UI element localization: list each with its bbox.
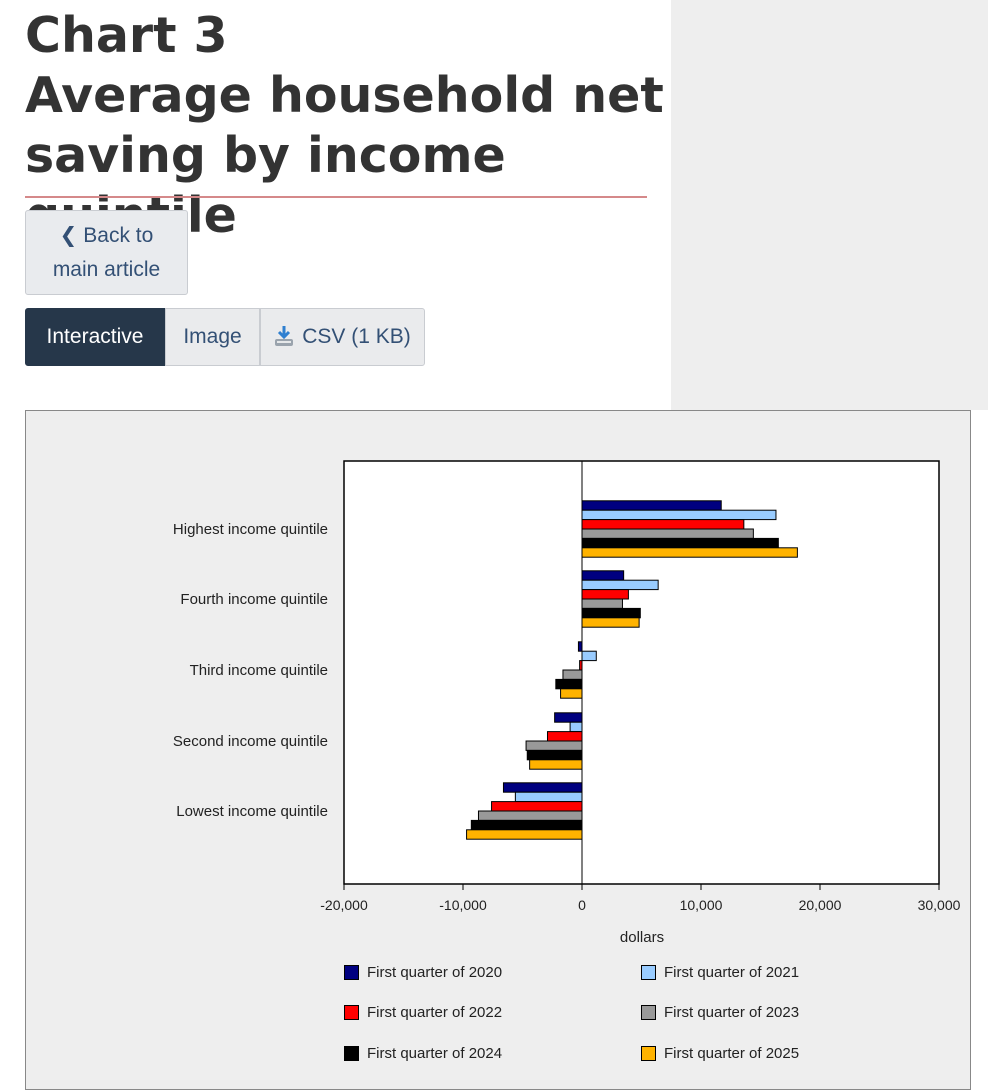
view-tabs: Interactive Image CSV (1 KB) [25,308,425,366]
bar [502,782,583,793]
tab-interactive-label: Interactive [46,325,144,348]
category-label: Fourth income quintile [180,591,328,608]
x-tick-label: 10,000 [680,897,723,913]
bar [477,810,583,821]
side-panel-background [671,0,988,410]
bar [546,731,583,742]
bar [470,819,583,831]
tab-image[interactable]: Image [165,308,260,366]
legend-item[interactable]: First quarter of 2021 [641,964,799,981]
legend-label: First quarter of 2024 [367,1045,503,1062]
category-label: Highest income quintile [173,521,328,538]
bar [581,607,641,619]
legend-label: First quarter of 2021 [664,964,800,981]
back-to-main-article-button[interactable]: ❮ Back to main article [25,210,188,295]
legend-swatch [344,1046,359,1061]
bar [581,528,754,539]
chevron-left-icon: ❮ [59,224,78,247]
bar [581,547,798,558]
legend-item[interactable]: First quarter of 2025 [641,1045,799,1062]
bar [525,740,583,751]
x-tick-label: -10,000 [439,897,487,913]
bar [514,791,583,803]
bar [554,712,583,723]
legend-label: First quarter of 2022 [367,1004,503,1021]
legend-label: First quarter of 2020 [367,964,503,981]
bar [581,589,629,600]
legend-item[interactable]: First quarter of 2023 [641,1004,799,1021]
tab-csv-download[interactable]: CSV (1 KB) [260,308,425,366]
x-axis-label: dollars [620,929,664,946]
category-label: Second income quintile [173,733,328,750]
tab-image-label: Image [183,325,242,348]
x-tick-label: 0 [578,897,586,913]
legend-item[interactable]: First quarter of 2024 [344,1045,502,1062]
legend-swatch [641,965,656,980]
legend-label: First quarter of 2025 [664,1045,800,1062]
legend-swatch [641,1005,656,1020]
bar [581,598,623,609]
bar [555,678,583,690]
legend-swatch [344,1005,359,1020]
legend-swatch [344,965,359,980]
tab-interactive[interactable]: Interactive [25,308,165,366]
page-title-line-1: Chart 3 [25,7,228,64]
title-divider [25,196,647,198]
legend-item[interactable]: First quarter of 2020 [344,964,502,981]
bar [529,759,583,770]
bar [560,688,583,699]
x-tick-label: -20,000 [320,897,368,913]
bar [581,519,745,530]
x-tick-label: 30,000 [918,897,961,913]
tab-csv-label: CSV (1 KB) [302,325,411,348]
bar [581,650,597,662]
bar [581,579,659,591]
bar [466,829,583,840]
download-icon [275,326,294,346]
bar [562,669,583,680]
bar [491,801,583,812]
category-label: Lowest income quintile [176,803,328,820]
x-tick-label: 20,000 [799,897,842,913]
page-title-line-2: Average household net [25,67,664,124]
back-button-label-1: Back to [83,224,154,247]
bar [526,749,583,761]
back-button-label-2: main article [52,258,161,281]
legend-label: First quarter of 2023 [664,1004,800,1021]
bar [581,500,722,511]
bar [581,570,625,581]
legend-item[interactable]: First quarter of 2022 [344,1004,502,1021]
bar [581,509,777,521]
legend-swatch [641,1046,656,1061]
category-label: Third income quintile [190,662,328,679]
bar [581,617,640,628]
chart-container: -20,000 -10,000 0 10,000 20,000 30,000 dollars… [25,410,971,1090]
bar [569,721,583,733]
bar [581,537,779,549]
bar [577,641,583,652]
bar [579,660,583,671]
bar-chart: -20,000 -10,000 0 10,000 20,000 30,000 dollars… [173,460,961,946]
